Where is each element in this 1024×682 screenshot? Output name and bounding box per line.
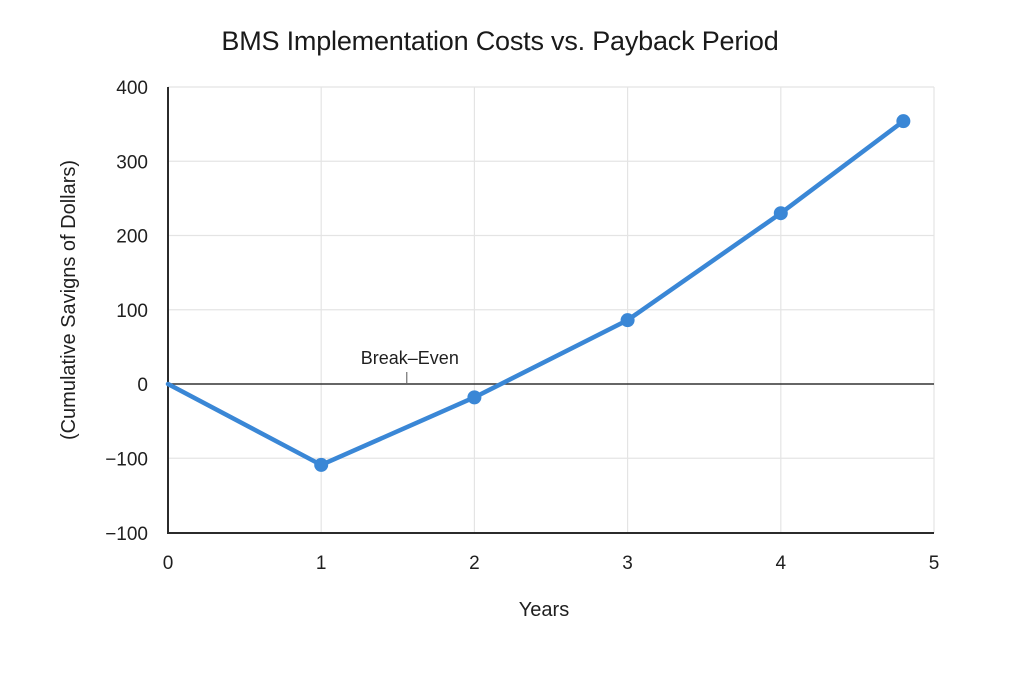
y-tick-label: −100 (105, 449, 148, 470)
y-tick-label: 400 (116, 78, 148, 99)
y-tick-label: 300 (116, 152, 148, 173)
break-even-annotation: Break–Even (361, 348, 459, 383)
data-series (165, 114, 911, 472)
gridlines (168, 86, 935, 533)
data-point-marker (896, 114, 911, 129)
data-point-marker (467, 390, 482, 405)
y-tick-label: 200 (116, 227, 148, 248)
x-tick-label: 2 (469, 553, 480, 574)
y-tick-label: 0 (137, 375, 148, 396)
break-even-label: Break–Even (361, 348, 459, 368)
series-line (165, 118, 906, 468)
data-point-marker (314, 457, 329, 472)
x-tick-label: 1 (316, 553, 327, 574)
x-tick-label: 0 (163, 553, 174, 574)
tick-labels: 400 300 200 100 0 −100 −100 0 1 2 3 4 5 (105, 78, 939, 574)
data-point-marker (773, 206, 788, 221)
axes (167, 87, 934, 534)
x-tick-label: 3 (622, 553, 633, 574)
y-tick-label: 100 (116, 301, 148, 322)
chart-title: BMS Implementation Costs vs. Payback Per… (221, 26, 779, 56)
data-point-marker (620, 313, 635, 328)
x-tick-label: 5 (929, 553, 940, 574)
x-axis-label: Years (519, 599, 569, 621)
y-tick-label: −100 (105, 524, 148, 545)
x-tick-label: 4 (776, 553, 787, 574)
y-axis-label: (Cumulative Savigns of Dollars) (58, 160, 80, 440)
